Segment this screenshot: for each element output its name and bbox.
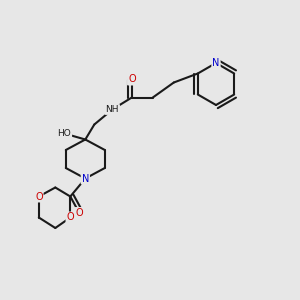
Text: O: O xyxy=(35,191,43,202)
Text: O: O xyxy=(128,74,136,85)
Text: O: O xyxy=(67,212,74,223)
Text: O: O xyxy=(76,208,83,218)
Text: NH: NH xyxy=(106,105,119,114)
Text: N: N xyxy=(82,173,89,184)
Text: HO: HO xyxy=(57,129,71,138)
Text: N: N xyxy=(212,58,220,68)
